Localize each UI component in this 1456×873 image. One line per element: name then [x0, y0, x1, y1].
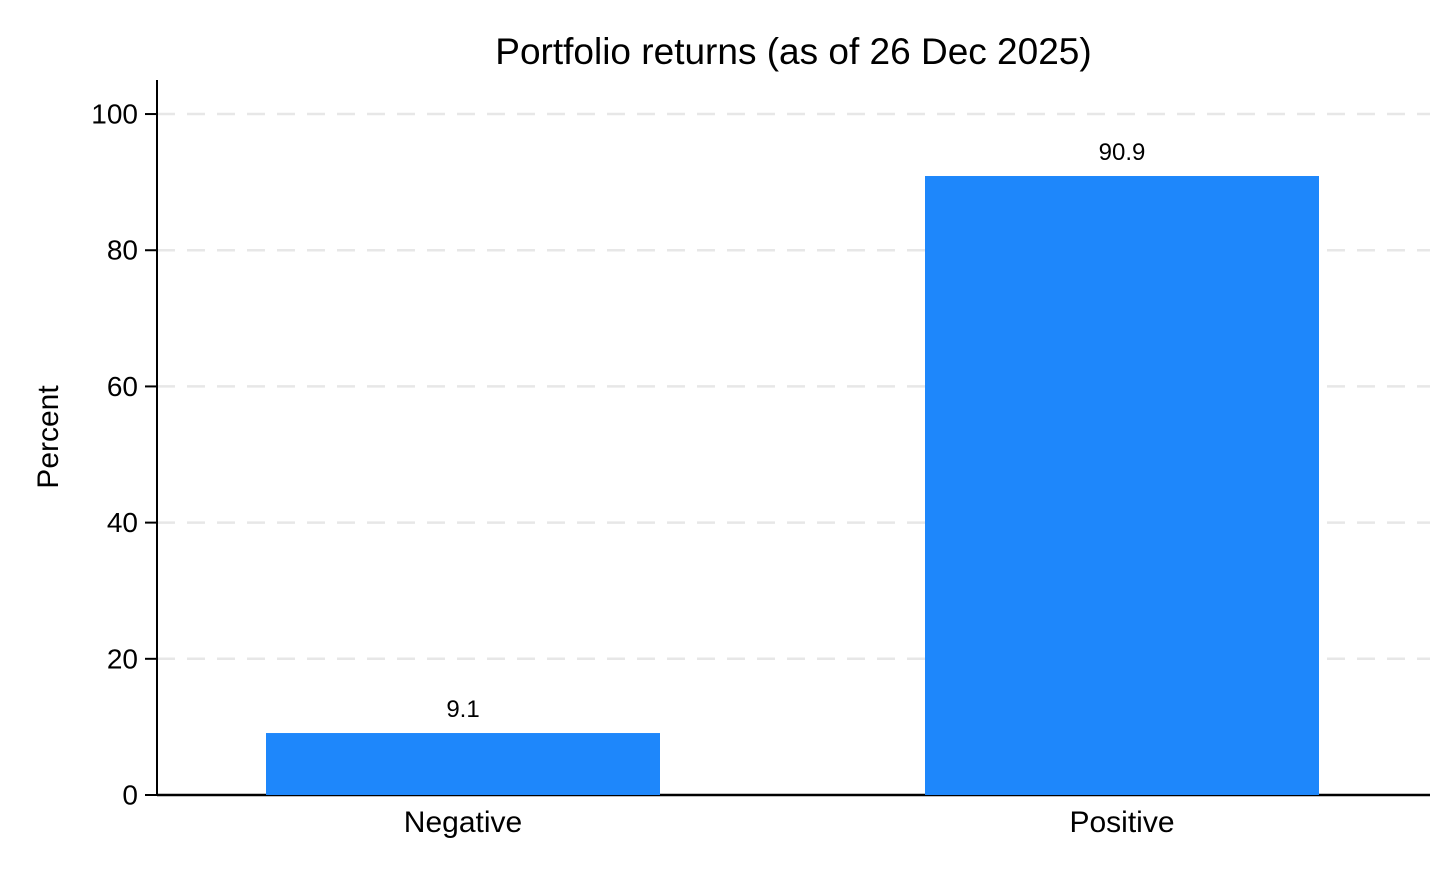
y-tick-label: 60: [107, 371, 138, 402]
bar-value-label-negative: 9.1: [446, 696, 479, 723]
bar-positive: [925, 176, 1319, 795]
y-tick-label: 0: [122, 780, 138, 811]
chart-title: Portfolio returns (as of 26 Dec 2025): [495, 31, 1092, 72]
x-category-label-positive: Positive: [1069, 806, 1174, 839]
y-tick-label: 80: [107, 235, 138, 266]
y-tick-label: 20: [107, 643, 138, 674]
y-tick-label: 40: [107, 507, 138, 538]
y-tick-label: 100: [91, 99, 138, 130]
x-category-label-negative: Negative: [404, 806, 522, 839]
bar-negative: [266, 733, 660, 795]
bar-value-label-positive: 90.9: [1099, 139, 1146, 166]
